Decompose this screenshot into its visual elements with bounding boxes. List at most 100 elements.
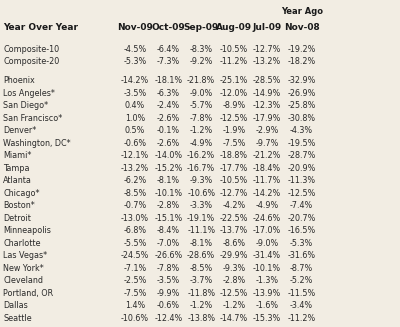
Text: -14.9%: -14.9%	[253, 89, 281, 98]
Text: -19.1%: -19.1%	[187, 214, 215, 223]
Text: -9.3%: -9.3%	[190, 177, 213, 185]
Text: Composite-20: Composite-20	[3, 57, 60, 66]
Text: -11.5%: -11.5%	[288, 289, 316, 298]
Text: -3.5%: -3.5%	[157, 276, 180, 285]
Text: -18.1%: -18.1%	[154, 77, 182, 85]
Text: -0.1%: -0.1%	[157, 127, 180, 135]
Text: -10.6%: -10.6%	[187, 189, 215, 198]
Text: Washington, DC*: Washington, DC*	[3, 139, 71, 148]
Text: -1.3%: -1.3%	[255, 276, 278, 285]
Text: Miami*: Miami*	[3, 151, 32, 161]
Text: Denver*: Denver*	[3, 127, 36, 135]
Text: 1.4%: 1.4%	[125, 301, 145, 310]
Text: -6.8%: -6.8%	[124, 226, 146, 235]
Text: -12.7%: -12.7%	[253, 44, 281, 54]
Text: -7.4%: -7.4%	[290, 201, 313, 211]
Text: -13.2%: -13.2%	[253, 57, 281, 66]
Text: -28.5%: -28.5%	[253, 77, 281, 85]
Text: -12.0%: -12.0%	[220, 89, 248, 98]
Text: -2.8%: -2.8%	[222, 276, 246, 285]
Text: -8.5%: -8.5%	[123, 189, 147, 198]
Text: -8.3%: -8.3%	[190, 44, 213, 54]
Text: -8.6%: -8.6%	[222, 239, 246, 248]
Text: Cleveland: Cleveland	[3, 276, 43, 285]
Text: -13.8%: -13.8%	[187, 314, 215, 323]
Text: Year Ago: Year Ago	[281, 7, 323, 16]
Text: -1.2%: -1.2%	[222, 301, 246, 310]
Text: -10.5%: -10.5%	[220, 177, 248, 185]
Text: New York*: New York*	[3, 264, 44, 273]
Text: -18.8%: -18.8%	[220, 151, 248, 161]
Text: -7.0%: -7.0%	[157, 239, 180, 248]
Text: -1.2%: -1.2%	[190, 301, 213, 310]
Text: -9.7%: -9.7%	[255, 139, 278, 148]
Text: -31.6%: -31.6%	[288, 251, 316, 260]
Text: -4.2%: -4.2%	[222, 201, 246, 211]
Text: -26.9%: -26.9%	[288, 89, 316, 98]
Text: Detroit: Detroit	[3, 214, 31, 223]
Text: -11.3%: -11.3%	[288, 177, 316, 185]
Text: -5.2%: -5.2%	[290, 276, 313, 285]
Text: -1.2%: -1.2%	[190, 127, 213, 135]
Text: -8.7%: -8.7%	[290, 264, 313, 273]
Text: -24.6%: -24.6%	[253, 214, 281, 223]
Text: -5.3%: -5.3%	[290, 239, 313, 248]
Text: -11.2%: -11.2%	[288, 314, 316, 323]
Text: -32.9%: -32.9%	[288, 77, 316, 85]
Text: -7.8%: -7.8%	[157, 264, 180, 273]
Text: 0.4%: 0.4%	[125, 101, 145, 111]
Text: Minneapolis: Minneapolis	[3, 226, 51, 235]
Text: -7.3%: -7.3%	[157, 57, 180, 66]
Text: Oct-09: Oct-09	[152, 23, 185, 32]
Text: -11.7%: -11.7%	[253, 177, 281, 185]
Text: -17.9%: -17.9%	[253, 114, 281, 123]
Text: -12.3%: -12.3%	[253, 101, 281, 111]
Text: -28.6%: -28.6%	[187, 251, 215, 260]
Text: -8.1%: -8.1%	[190, 239, 213, 248]
Text: Portland, OR: Portland, OR	[3, 289, 53, 298]
Text: San Diego*: San Diego*	[3, 101, 48, 111]
Text: -5.7%: -5.7%	[190, 101, 213, 111]
Text: Nov-08: Nov-08	[284, 23, 320, 32]
Text: Atlanta: Atlanta	[3, 177, 32, 185]
Text: 0.5%: 0.5%	[125, 127, 145, 135]
Text: -0.6%: -0.6%	[124, 139, 146, 148]
Text: -8.4%: -8.4%	[157, 226, 180, 235]
Text: -13.0%: -13.0%	[121, 214, 149, 223]
Text: -15.1%: -15.1%	[154, 214, 182, 223]
Text: -12.7%: -12.7%	[220, 189, 248, 198]
Text: -2.9%: -2.9%	[255, 127, 278, 135]
Text: -11.8%: -11.8%	[187, 289, 215, 298]
Text: -6.2%: -6.2%	[123, 177, 147, 185]
Text: Chicago*: Chicago*	[3, 189, 40, 198]
Text: -25.8%: -25.8%	[288, 101, 316, 111]
Text: -24.5%: -24.5%	[121, 251, 149, 260]
Text: Composite-10: Composite-10	[3, 44, 59, 54]
Text: -4.9%: -4.9%	[255, 201, 278, 211]
Text: Dallas: Dallas	[3, 301, 28, 310]
Text: Sep-09: Sep-09	[184, 23, 219, 32]
Text: -4.3%: -4.3%	[290, 127, 313, 135]
Text: -10.1%: -10.1%	[253, 264, 281, 273]
Text: Year Over Year: Year Over Year	[3, 23, 78, 32]
Text: -10.6%: -10.6%	[121, 314, 149, 323]
Text: -3.4%: -3.4%	[290, 301, 313, 310]
Text: Phoenix: Phoenix	[3, 77, 35, 85]
Text: -14.0%: -14.0%	[154, 151, 182, 161]
Text: -4.5%: -4.5%	[123, 44, 147, 54]
Text: Las Vegas*: Las Vegas*	[3, 251, 47, 260]
Text: Nov-09: Nov-09	[117, 23, 153, 32]
Text: -4.9%: -4.9%	[190, 139, 213, 148]
Text: -12.5%: -12.5%	[220, 289, 248, 298]
Text: -10.5%: -10.5%	[220, 44, 248, 54]
Text: Aug-09: Aug-09	[216, 23, 252, 32]
Text: -16.5%: -16.5%	[288, 226, 316, 235]
Text: -0.7%: -0.7%	[123, 201, 147, 211]
Text: -29.9%: -29.9%	[220, 251, 248, 260]
Text: San Francisco*: San Francisco*	[3, 114, 62, 123]
Text: -7.8%: -7.8%	[190, 114, 213, 123]
Text: -6.4%: -6.4%	[157, 44, 180, 54]
Text: -9.9%: -9.9%	[157, 289, 180, 298]
Text: -7.5%: -7.5%	[222, 139, 246, 148]
Text: -7.1%: -7.1%	[123, 264, 147, 273]
